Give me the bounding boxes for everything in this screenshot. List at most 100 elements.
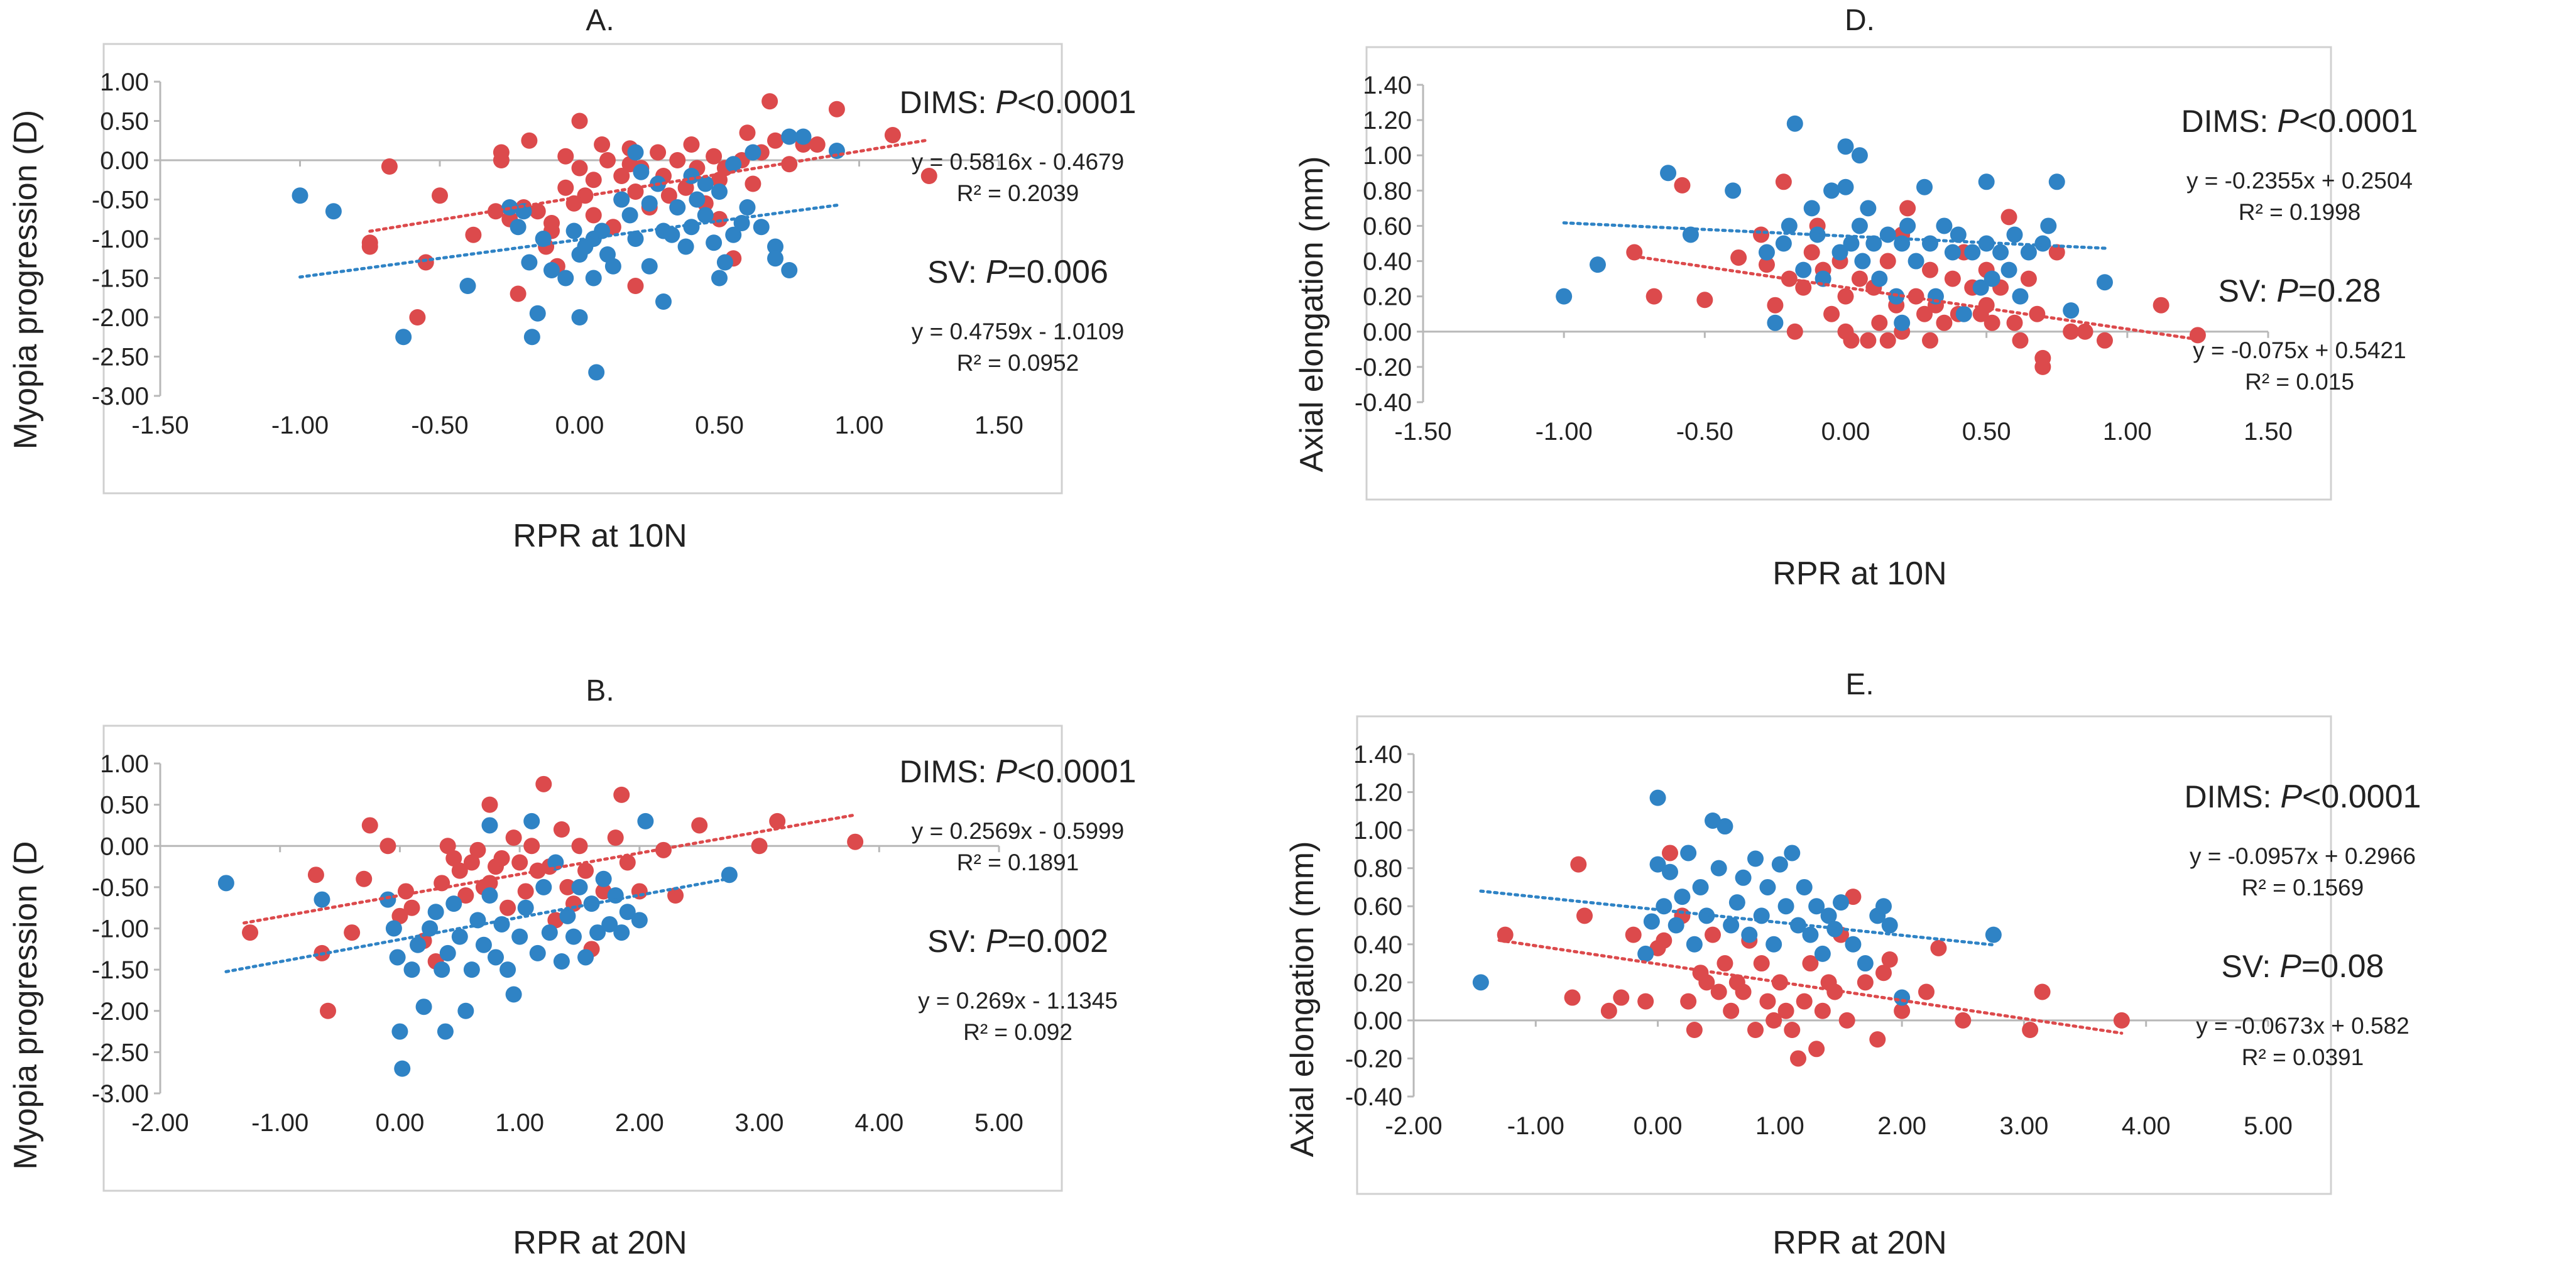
data-point	[1741, 926, 1758, 943]
data-point	[725, 226, 742, 243]
data-point	[379, 891, 396, 908]
data-point	[1881, 951, 1898, 968]
data-point	[543, 262, 560, 278]
data-point	[1796, 993, 1813, 1010]
data-point	[706, 148, 723, 165]
data-point	[711, 211, 728, 227]
data-point	[627, 231, 644, 247]
data-point	[1857, 955, 1874, 972]
x-tick-label: 1.00	[835, 412, 884, 439]
data-point	[511, 928, 528, 945]
data-point	[439, 944, 456, 961]
data-point	[325, 203, 342, 220]
regression-equation: y = -0.075x + 0.5421	[2193, 337, 2406, 363]
data-point	[595, 870, 612, 887]
data-point	[663, 226, 680, 243]
stat-heading: DIMS: P<0.0001	[2185, 779, 2421, 815]
y-tick-label: -0.40	[1355, 389, 1412, 417]
panel-title: D.	[1845, 4, 1875, 37]
x-tick-label: -0.50	[411, 412, 468, 439]
data-point	[529, 203, 546, 220]
y-tick-label: -1.00	[92, 226, 149, 253]
trendline-sv	[1562, 221, 2109, 250]
series-dims	[1497, 845, 2130, 1067]
data-point	[1781, 270, 1798, 287]
data-point	[767, 250, 783, 267]
data-point	[1674, 177, 1691, 194]
data-point	[828, 101, 845, 118]
data-point	[1784, 1022, 1801, 1039]
panel-A: A. 1.00 0.50 0.00 -0.50 -1.00 -1.50 -2.00 -2.50 -…	[8, 4, 1136, 554]
data-point	[1843, 235, 1860, 252]
data-point	[1781, 217, 1798, 234]
data-point	[1625, 926, 1642, 943]
y-axis-title: Myopia progression (D	[8, 841, 44, 1169]
data-point	[619, 904, 636, 921]
data-point	[1705, 926, 1721, 943]
data-point	[613, 924, 630, 941]
data-point	[1564, 989, 1581, 1006]
y-tick-label: 1.00	[1353, 817, 1402, 845]
trendline-dims	[1632, 254, 2200, 341]
data-point	[571, 160, 588, 177]
y-tick-label: -3.00	[92, 383, 149, 410]
data-point	[1698, 974, 1715, 991]
y-tick-label: 1.40	[1363, 72, 1412, 99]
series-dims	[1626, 173, 2206, 375]
data-point	[2153, 297, 2169, 314]
data-point	[434, 875, 450, 892]
stat-p-symbol: P	[995, 753, 1017, 790]
data-point	[427, 904, 444, 921]
stat-p-symbol: P	[986, 254, 1008, 290]
x-tick-label: -1.00	[271, 412, 329, 439]
r-squared: R² = 0.1998	[2239, 199, 2360, 225]
regression-equation: y = -0.2355x + 0.2504	[2186, 168, 2413, 194]
x-axis-title: RPR at 10N	[513, 518, 687, 554]
data-point	[361, 238, 378, 255]
x-tick-label: 1.00	[1755, 1112, 1804, 1140]
data-point	[769, 812, 786, 829]
data-point	[669, 152, 686, 168]
data-point	[1759, 993, 1776, 1010]
stat-p-symbol: P	[2277, 103, 2299, 139]
stat-group-label: SV:	[2222, 949, 2280, 984]
data-point	[1899, 200, 1916, 217]
data-point	[1809, 226, 1826, 243]
stat-group-label: DIMS:	[900, 754, 996, 789]
data-point	[637, 812, 654, 829]
data-point	[2063, 323, 2080, 340]
data-point	[1656, 932, 1673, 949]
data-point	[1845, 936, 1862, 953]
y-tick-label: 0.40	[1353, 931, 1402, 959]
data-point	[1735, 869, 1752, 886]
data-point	[1758, 244, 1775, 261]
data-point	[344, 924, 361, 941]
data-point	[437, 1023, 454, 1040]
data-point	[745, 144, 761, 161]
data-point	[292, 187, 308, 204]
data-point	[1851, 217, 1868, 234]
data-point	[2096, 332, 2113, 349]
x-tick-label: 1.00	[2103, 418, 2152, 446]
data-point	[1716, 818, 1733, 835]
y-tick-label: -1.50	[92, 956, 149, 984]
data-point	[385, 920, 402, 937]
stat-group-label: SV:	[927, 924, 986, 959]
data-point	[1692, 878, 1709, 895]
data-point	[613, 786, 630, 803]
data-point	[1894, 314, 1911, 331]
x-tick-label: 3.00	[735, 1109, 784, 1137]
data-point	[781, 128, 798, 145]
stat-heading: DIMS: P<0.0001	[2181, 103, 2418, 139]
data-point	[1899, 217, 1916, 234]
data-point	[1833, 894, 1849, 911]
data-point	[565, 928, 582, 945]
data-point	[571, 309, 588, 325]
x-axis-title: RPR at 10N	[1772, 555, 1946, 592]
data-point	[1725, 182, 1742, 199]
stat-p-value: =0.002	[1007, 923, 1108, 960]
data-point	[1775, 235, 1792, 252]
r-squared: R² = 0.092	[963, 1019, 1072, 1045]
data-point	[1820, 907, 1837, 924]
data-point	[1851, 270, 1868, 287]
